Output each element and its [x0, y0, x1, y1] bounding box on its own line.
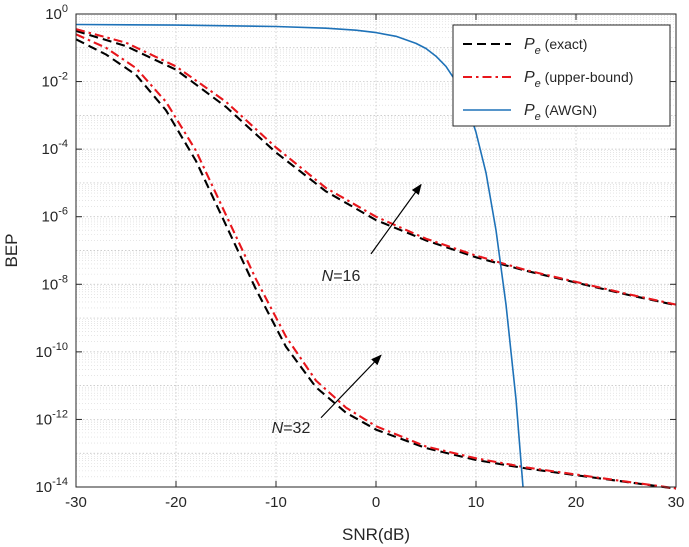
- y-tick-label: 10-4: [42, 138, 68, 158]
- y-tick-label: 100: [45, 3, 68, 23]
- x-tick-label: -30: [65, 494, 87, 511]
- legend-label: Pe (AWGN): [524, 102, 597, 123]
- axis-ticks: -30 -20 -10 0 10 20 30 100 10-2 10-4 10-6 10-8 10-10…: [35, 3, 684, 511]
- y-tick-label: 10-6: [42, 206, 68, 226]
- curve-upper_n16: [75, 28, 677, 306]
- annotation-arrow: [370, 183, 422, 255]
- y-axis-label: BEP: [2, 233, 21, 267]
- y-tick-label: 10-10: [35, 341, 68, 361]
- y-tick-label: 10-2: [42, 71, 68, 91]
- legend-label: Pe (upper-bound): [524, 69, 633, 90]
- legend-label: Pe (exact): [524, 36, 587, 57]
- annotations: N=16 N=32: [272, 183, 422, 437]
- x-tick-label: 20: [568, 494, 585, 511]
- legend: Pe (exact) Pe (upper-bound) Pe (AWGN): [452, 24, 671, 127]
- annotation-arrow: [320, 354, 382, 419]
- x-tick-label: 30: [668, 494, 685, 511]
- x-axis-label: SNR(dB): [342, 525, 410, 544]
- legend-box: [452, 24, 671, 127]
- x-tick-label: -20: [165, 494, 187, 511]
- x-tick-label: -10: [265, 494, 287, 511]
- curve-exact_n32: [75, 38, 677, 490]
- curves: [75, 23, 677, 490]
- annotation-label: N=32: [272, 420, 311, 437]
- annotation-label: N=16: [322, 268, 361, 285]
- curve-awgn: [75, 23, 524, 488]
- y-tick-label: 10-12: [35, 408, 68, 428]
- y-tick-label: 10-8: [42, 273, 68, 293]
- x-tick-label: 0: [372, 494, 380, 511]
- curve-upper_n32: [75, 33, 677, 490]
- x-tick-label: 10: [468, 494, 485, 511]
- y-tick-label: 10-14: [35, 476, 68, 496]
